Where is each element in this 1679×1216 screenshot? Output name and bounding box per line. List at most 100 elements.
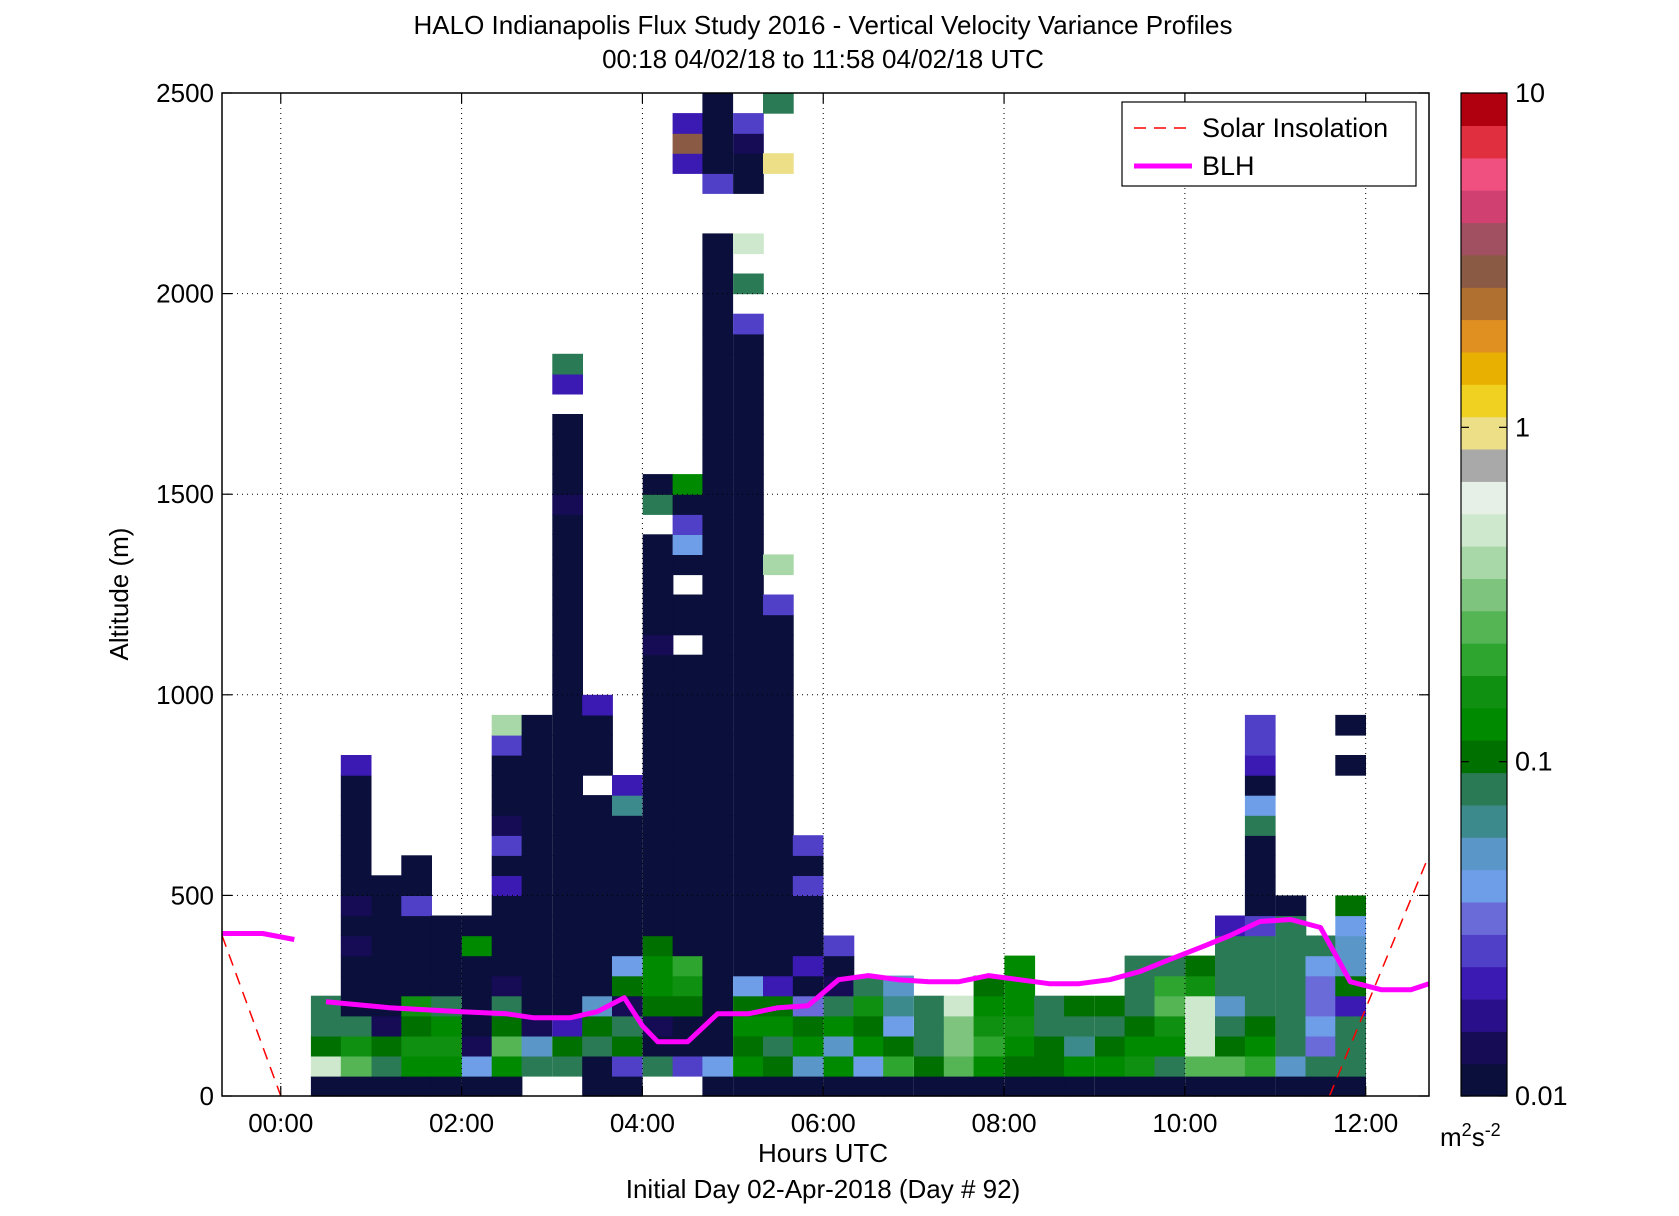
heatmap-cell: [763, 795, 794, 816]
legend: Solar Insolation BLH: [1121, 101, 1417, 187]
heatmap-cell: [340, 1075, 372, 1097]
heatmap-cell: [491, 714, 523, 736]
colorbar-swatch: [1461, 157, 1507, 191]
heatmap-cell: [763, 1015, 794, 1037]
heatmap-cell: [672, 534, 704, 555]
heatmap-cell: [491, 1075, 523, 1097]
heatmap-cell: [582, 1055, 613, 1077]
heatmap-cell: [552, 614, 583, 636]
heatmap-cell: [552, 414, 583, 435]
heatmap-cell: [642, 674, 674, 696]
heatmap-cell: [763, 1075, 794, 1097]
heatmap-cell: [702, 935, 734, 957]
heatmap-cell: [1244, 835, 1276, 856]
heatmap-cell: [582, 955, 613, 977]
heatmap-cell: [1154, 1075, 1186, 1097]
heatmap-cell: [733, 835, 764, 856]
colorbar-swatch: [1461, 287, 1507, 321]
heatmap-cell: [914, 1015, 945, 1037]
colorbar-swatch: [1461, 998, 1507, 1032]
heatmap-cell: [763, 915, 794, 937]
heatmap-cell: [792, 875, 824, 896]
heatmap-cell: [672, 915, 704, 937]
heatmap-cell: [672, 875, 704, 896]
heatmap-cell: [340, 955, 372, 977]
heatmap-cell: [1335, 895, 1366, 917]
heatmap-cell: [491, 895, 523, 917]
heatmap-cell: [943, 1055, 975, 1077]
heatmap-cell: [642, 634, 674, 656]
heatmap-cell: [763, 975, 794, 997]
colorbar-tick-label: 0.01: [1515, 1081, 1568, 1111]
heatmap-cell: [672, 554, 704, 576]
heatmap-cell: [401, 1055, 432, 1077]
heatmap-cell: [733, 353, 764, 375]
heatmap-cell: [612, 875, 643, 896]
heatmap-cell: [491, 975, 523, 997]
heatmap-cell: [582, 714, 613, 736]
heatmap-cell: [823, 1035, 855, 1057]
colorbar-swatch: [1461, 351, 1507, 385]
heatmap-cell: [340, 1035, 372, 1057]
heatmap-cell: [763, 734, 794, 756]
heatmap-cell: [943, 1075, 975, 1097]
heatmap-cell: [1094, 1015, 1126, 1037]
heatmap-cell: [612, 915, 643, 937]
legend-label-solar: Solar Insolation: [1202, 113, 1388, 143]
heatmap-cell: [1275, 955, 1307, 977]
heatmap-cell: [1244, 775, 1276, 796]
colorbar-swatch: [1461, 804, 1507, 838]
heatmap-cell: [642, 534, 674, 555]
heatmap-cell: [853, 1055, 885, 1077]
heatmap-cell: [1034, 1055, 1065, 1077]
heatmap-cell: [491, 815, 523, 836]
colorbar-swatch: [1461, 190, 1507, 224]
heatmap-cell: [552, 694, 583, 716]
heatmap-cell: [733, 474, 764, 495]
x-tick-label: 08:00: [972, 1108, 1037, 1138]
heatmap-cell: [340, 915, 372, 937]
heatmap-cell: [733, 233, 764, 255]
heatmap-cell: [1244, 935, 1276, 957]
heatmap-cell: [702, 393, 734, 415]
heatmap-cell: [612, 955, 643, 977]
heatmap-cell: [371, 1055, 403, 1077]
heatmap-cell: [733, 273, 764, 295]
heatmap-cell: [1215, 1035, 1246, 1057]
heatmap-cell: [1335, 1055, 1366, 1077]
heatmap-cell: [1244, 1015, 1276, 1037]
heatmap-cell: [1004, 1075, 1036, 1097]
heatmap-cell: [461, 1015, 493, 1037]
heatmap-cell: [552, 474, 583, 495]
heatmap-cell: [792, 1035, 824, 1057]
heatmap-cell: [763, 835, 794, 856]
colorbar-swatch: [1461, 643, 1507, 676]
colorbar-swatch: [1461, 772, 1507, 806]
heatmap-cell: [672, 694, 704, 716]
heatmap-cell: [552, 674, 583, 696]
heatmap-cell: [792, 1015, 824, 1037]
heatmap-cell: [552, 534, 583, 555]
heatmap-cell: [1305, 975, 1337, 997]
heatmap-cell: [1094, 1075, 1126, 1097]
heatmap-cell: [733, 734, 764, 756]
x-tick-label: 02:00: [429, 1108, 494, 1138]
heatmap-cell: [521, 775, 553, 796]
heatmap-cell: [672, 674, 704, 696]
heatmap-cell: [702, 755, 734, 776]
heatmap-cell: [1215, 1055, 1246, 1077]
heatmap-cell: [521, 1015, 553, 1037]
heatmap-cell: [1215, 1075, 1246, 1097]
heatmap-cell: [461, 1055, 493, 1077]
heatmap-cell: [491, 734, 523, 756]
heatmap-cell: [733, 333, 764, 355]
colorbar-swatch: [1461, 610, 1507, 644]
heatmap-cell: [582, 1035, 613, 1057]
heatmap-cell: [733, 795, 764, 816]
heatmap-cell: [702, 734, 734, 756]
heatmap-cell: [371, 1015, 403, 1037]
heatmap-cell: [1185, 995, 1216, 1017]
heatmap-cell: [521, 915, 553, 937]
heatmap-cell: [1124, 1075, 1156, 1097]
x-tick-label: 00:00: [248, 1108, 313, 1138]
